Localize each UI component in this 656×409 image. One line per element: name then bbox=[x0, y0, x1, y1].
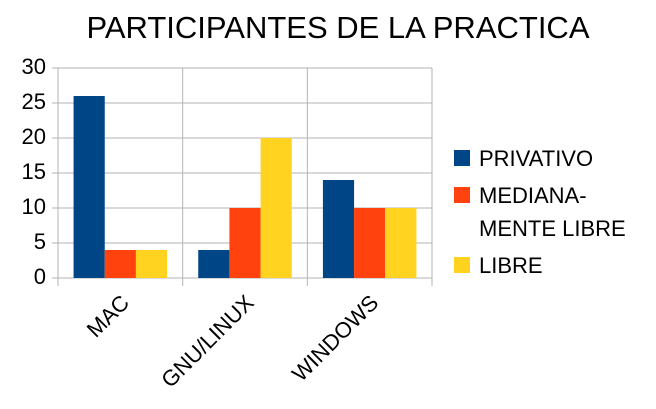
bar bbox=[73, 96, 105, 278]
legend-swatch bbox=[454, 257, 470, 273]
chart-title: PARTICIPANTES DE LA PRACTICA bbox=[86, 10, 589, 45]
x-tick-label: WINDOWS bbox=[287, 290, 383, 386]
bar bbox=[260, 138, 292, 278]
y-tick-label: 0 bbox=[34, 264, 46, 289]
bar bbox=[104, 250, 136, 278]
bar bbox=[135, 250, 168, 278]
legend: PRIVATIVO MEDIANA-MENTE LIBRE LIBRE bbox=[454, 142, 654, 286]
bar bbox=[198, 250, 230, 278]
bar bbox=[354, 208, 386, 278]
legend-item: MEDIANA-MENTE LIBRE bbox=[454, 179, 654, 245]
bar bbox=[322, 180, 355, 278]
legend-label: MEDIANA-MENTE LIBRE bbox=[479, 183, 626, 241]
y-tick-label: 30 bbox=[22, 54, 46, 79]
legend-swatch bbox=[454, 150, 470, 166]
bar bbox=[229, 208, 261, 278]
y-tick-label: 25 bbox=[22, 89, 46, 114]
y-tick-label: 20 bbox=[22, 124, 46, 149]
legend-label: PRIVATIVO bbox=[479, 146, 594, 171]
bar bbox=[385, 208, 417, 278]
y-tick-label: 10 bbox=[22, 194, 46, 219]
legend-item: LIBRE bbox=[454, 249, 654, 282]
y-tick-label: 5 bbox=[34, 229, 46, 254]
legend-item: PRIVATIVO bbox=[454, 142, 654, 175]
x-tick-label: MAC bbox=[82, 290, 134, 342]
legend-label: LIBRE bbox=[479, 253, 543, 278]
legend-swatch bbox=[454, 187, 470, 203]
y-tick-label: 15 bbox=[22, 159, 46, 184]
x-tick-label: GNU/LINUX bbox=[156, 290, 259, 393]
